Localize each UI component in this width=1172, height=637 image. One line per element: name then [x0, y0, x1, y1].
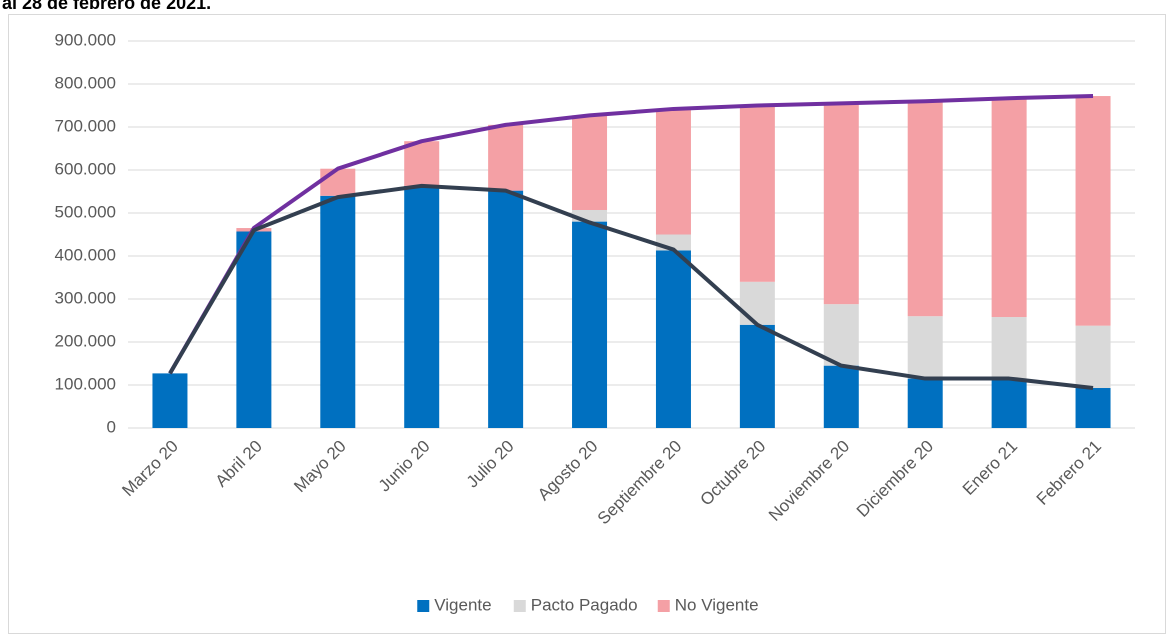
bar-segment: [572, 209, 608, 222]
legend-label: Pacto Pagado: [531, 595, 638, 614]
bar-segment: [991, 378, 1027, 428]
y-tick-label: 100.000: [55, 374, 116, 393]
legend-label: Vigente: [434, 595, 491, 614]
bar-segment: [488, 124, 524, 191]
bar-segment: [236, 231, 272, 428]
bar-segment: [739, 105, 775, 282]
bar-segment: [572, 221, 608, 428]
chart-title: al 28 de febrero de 2021.: [2, 0, 211, 13]
line-series: [168, 183, 1094, 390]
y-tick-label: 900.000: [55, 30, 116, 49]
legend-swatch: [513, 600, 526, 612]
y-tick-label: 200.000: [55, 331, 116, 350]
bar-segment: [404, 185, 440, 428]
bar-segment: [1075, 388, 1111, 428]
bar-segment: [739, 281, 775, 325]
bar-segment: [488, 190, 524, 428]
bar-segment: [907, 316, 943, 379]
legend-label: No Vigente: [675, 595, 759, 614]
legend-swatch: [657, 600, 670, 612]
bar-segment: [152, 373, 188, 428]
legend-swatch: [417, 600, 430, 612]
bar-segment: [907, 101, 943, 317]
bar-segment: [572, 115, 608, 210]
y-tick-label: 300.000: [55, 288, 116, 307]
y-tick-label: 400.000: [55, 245, 116, 264]
bar-segment: [991, 317, 1027, 379]
y-tick-label: 700.000: [55, 116, 116, 135]
bar-segment: [739, 324, 775, 428]
y-tick-label: 0: [107, 417, 116, 436]
bar-segment: [320, 195, 356, 428]
bar-segment: [655, 108, 691, 235]
bar-segment: [991, 98, 1027, 318]
bar-segment: [823, 103, 859, 305]
bar-segment: [655, 250, 691, 428]
y-tick-label: 600.000: [55, 159, 116, 178]
bar-segment: [1075, 96, 1111, 326]
bar-segment: [320, 168, 356, 196]
bar-segment: [823, 304, 859, 366]
bar-segment: [907, 378, 943, 428]
y-tick-label: 800.000: [55, 73, 116, 92]
bar-segment: [823, 365, 859, 428]
bar-segment: [1075, 325, 1111, 389]
y-tick-label: 500.000: [55, 202, 116, 221]
bar-segment: [404, 141, 440, 186]
line-series: [168, 94, 1094, 375]
